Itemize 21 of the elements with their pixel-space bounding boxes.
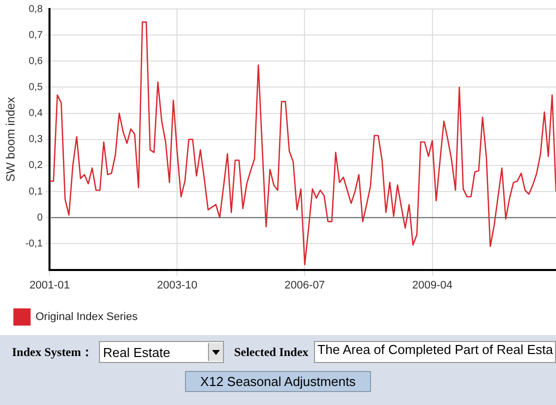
- y-tick-label: 0,2: [28, 160, 44, 172]
- y-tick-label: 0,4: [28, 108, 44, 120]
- x-tick-label: 2001-01: [29, 279, 70, 292]
- y-tick-label: -0,1: [25, 238, 44, 250]
- y-tick-label: 0: [37, 212, 44, 224]
- dropdown-field: Real Estate: [99, 341, 224, 363]
- text: The Area of Completed Part of Real Esta: [314, 341, 556, 363]
- text: Selected Index: [234, 344, 308, 360]
- legend-label: Original Index Series: [36, 311, 138, 324]
- x-tick-label: 2009-04: [412, 279, 452, 292]
- y-tick-label: 0,6: [28, 56, 44, 67]
- y-tick-label: 0,7: [28, 30, 44, 41]
- text: X12 Seasonal Adjustments: [185, 371, 371, 392]
- y-tick-label: 0,1: [28, 186, 44, 198]
- y-tick-label: 0,3: [28, 134, 44, 146]
- x-tick-label: 2006-07: [284, 279, 325, 292]
- x-tick-label: 2003-10: [157, 279, 198, 292]
- y-tick-label: 0,8: [28, 4, 44, 15]
- y-tick-label: 0,5: [28, 82, 44, 93]
- y-axis-title: SW boom index: [4, 97, 18, 182]
- text: Index System：: [12, 344, 94, 360]
